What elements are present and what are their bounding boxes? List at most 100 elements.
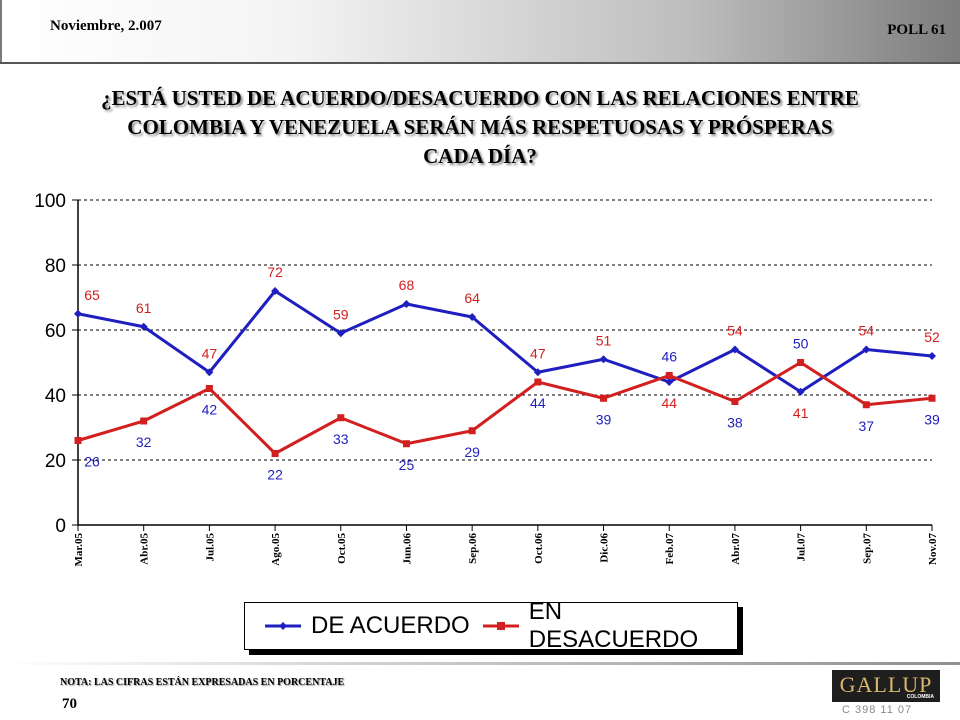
point-0-7 (533, 368, 542, 377)
point-1-8 (600, 394, 608, 402)
point-0-5 (402, 300, 411, 308)
y-tick-label-100: 100 (34, 191, 66, 212)
series-line-1 (77, 361, 933, 455)
logo-sub: COLOMBIA (906, 694, 934, 700)
point-1-7 (534, 378, 542, 386)
x-tick-label-9: Feb.07 (664, 533, 676, 565)
point-1-12 (862, 401, 870, 409)
x-tick-label-10: Abr.07 (730, 533, 742, 565)
data-label-below-8: 39 (596, 411, 612, 427)
point-1-5 (402, 440, 410, 448)
data-label-below-13: 39 (924, 411, 940, 427)
header-rule (0, 62, 960, 64)
data-label-above-1: 61 (136, 300, 152, 316)
legend-label-de-acuerdo: DE ACUERDO (311, 612, 470, 639)
logo-word: GALLUP (839, 672, 933, 697)
data-label-above-3: 72 (267, 264, 283, 280)
data-label-below-11: 41 (793, 405, 809, 421)
x-tick-label-12: Sep.07 (861, 533, 873, 564)
data-label-below-3: 22 (267, 467, 283, 483)
header-band (0, 0, 960, 62)
legend-label-en-desacuerdo: EN DESACUERDO (528, 598, 699, 653)
point-0-1 (139, 322, 148, 331)
point-0-4 (336, 329, 345, 338)
point-0-8 (599, 355, 608, 364)
data-label-above-6: 64 (464, 290, 480, 306)
data-label-below-2: 42 (202, 402, 218, 418)
data-label-above-11: 50 (793, 336, 809, 352)
data-label-below-5: 25 (399, 457, 415, 473)
y-tick-label-40: 40 (45, 386, 66, 407)
point-0-3 (271, 287, 280, 295)
point-0-9 (665, 378, 674, 386)
data-label-above-9: 46 (661, 349, 677, 365)
point-1-3 (271, 450, 279, 457)
x-tick-label-5: Jun.06 (401, 533, 413, 565)
data-label-above-4: 59 (333, 306, 349, 322)
gridlines (78, 199, 932, 461)
footer-rule (0, 662, 960, 665)
data-label-below-7: 44 (530, 395, 546, 411)
data-label-above-12: 54 (859, 323, 875, 339)
axes: 0 20 40 60 80 100 Mar.05 Abr.05 Jul.05 Ago.05 Oct.… (34, 191, 939, 567)
data-label-below-9: 44 (661, 395, 677, 411)
point-0-0 (74, 309, 82, 318)
legend-item-en-desacuerdo: EN DESACUERDO (481, 598, 737, 653)
data-label-below-6: 29 (464, 444, 480, 460)
y-tick-label-60: 60 (45, 321, 66, 342)
gallup-logo: GALLUP COLOMBIA (832, 670, 940, 702)
x-tick-label-13: Nov.07 (927, 533, 939, 566)
x-tick-label-1: Abr.05 (139, 533, 151, 565)
footnote: NOTA: LAS CIFRAS ESTÁN EXPRESADAS EN POR… (60, 677, 345, 688)
x-tick-label-3: Ago.05 (270, 533, 282, 566)
report-date: Noviembre, 2.007 (50, 18, 162, 34)
point-1-6 (468, 427, 476, 435)
y-tick-label-80: 80 (45, 256, 66, 277)
x-tick-label-0: Mar.05 (73, 533, 85, 567)
data-label-above-2: 47 (202, 345, 218, 361)
data-label-above-13: 52 (924, 329, 940, 345)
point-1-11 (797, 359, 805, 366)
data-labels: 65 61 47 72 59 68 64 47 51 46 54 50 54 52 26 32 42 22 33 25… (84, 264, 940, 483)
point-1-0 (74, 437, 82, 444)
title-line-2: COLOMBIA Y VENEZUELA SERÁN MÁS RESPETUOS… (127, 115, 833, 139)
point-0-13 (928, 352, 936, 360)
data-label-above-0: 65 (84, 287, 100, 303)
point-1-10 (731, 398, 739, 405)
legend-swatch-red-square (483, 622, 519, 630)
title-line-3: CADA DÍA? (423, 144, 537, 168)
data-label-above-7: 47 (530, 345, 546, 361)
point-0-12 (862, 345, 871, 354)
point-0-2 (205, 368, 214, 377)
point-1-4 (337, 414, 345, 422)
x-tick-label-2: Jul.05 (204, 533, 216, 562)
x-tick-label-4: Oct.05 (336, 533, 348, 564)
data-label-below-1: 32 (136, 434, 152, 450)
data-label-below-0: 26 (84, 454, 100, 470)
series (74, 287, 936, 457)
legend-item-de-acuerdo: DE ACUERDO (263, 611, 470, 641)
data-label-above-5: 68 (399, 277, 415, 293)
page-number: 70 (62, 696, 77, 712)
legend: DE ACUERDO EN DESACUERDO (244, 598, 738, 653)
data-label-above-8: 51 (596, 332, 612, 348)
point-0-10 (730, 345, 739, 354)
data-label-below-10: 38 (727, 415, 743, 431)
x-tick-label-6: Sep.06 (467, 533, 479, 564)
document-code: C 398 11 07 (842, 704, 913, 716)
chart-title: ¿ESTÁ USTED DE ACUERDO/DESACUERDO CON LA… (0, 84, 960, 171)
y-tick-label-20: 20 (45, 451, 66, 472)
x-tick-label-8: Dic.06 (599, 533, 611, 563)
series-line-0 (77, 289, 933, 394)
data-label-above-10: 54 (727, 323, 743, 339)
poll-number: POLL 61 (887, 22, 946, 38)
data-label-below-4: 33 (333, 431, 349, 447)
data-label-below-12: 37 (859, 418, 875, 434)
legend-swatch-blue-diamond (265, 622, 301, 630)
point-1-2 (205, 385, 213, 392)
header-left-rule (0, 0, 2, 62)
y-tick-label-0: 0 (55, 516, 66, 537)
title-line-1: ¿ESTÁ USTED DE ACUERDO/DESACUERDO CON LA… (101, 86, 859, 110)
point-1-13 (928, 394, 936, 402)
